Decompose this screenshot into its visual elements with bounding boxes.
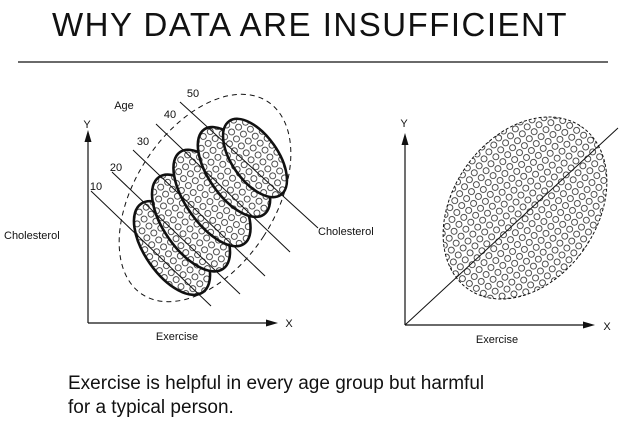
right-y-arrow xyxy=(401,133,409,145)
left-y-axis-label: Y xyxy=(83,119,91,131)
age-label: Age xyxy=(114,100,134,112)
right-x-label: Exercise xyxy=(476,334,518,346)
right-x-axis-label: X xyxy=(603,321,611,333)
caption: Exercise is helpful in every age group b… xyxy=(68,372,588,420)
trend-line-30 xyxy=(132,149,266,277)
age-tick-10: 10 xyxy=(90,181,102,193)
slide-title: WHY DATA ARE INSUFFICIENT xyxy=(51,6,569,43)
trend-line-50 xyxy=(179,101,319,229)
age-tick-20: 20 xyxy=(110,162,122,174)
left-chart: Y X Cholesterol Exercise xyxy=(4,88,319,343)
right-y-axis-label: Y xyxy=(400,118,408,130)
left-y-label: Cholesterol xyxy=(4,230,60,242)
population-outline xyxy=(118,93,292,303)
caption-line-2: for a typical person. xyxy=(68,397,234,418)
right-y-label: Cholesterol xyxy=(318,226,374,238)
trend-line-10 xyxy=(90,190,212,307)
population-cloud xyxy=(442,116,608,300)
age-group-30 xyxy=(172,148,252,248)
right-x-arrow xyxy=(583,321,595,329)
left-y-arrow xyxy=(84,130,92,142)
caption-line-1: Exercise is helpful in every age group b… xyxy=(68,373,485,394)
age-group-50 xyxy=(221,117,289,199)
trend-line-40 xyxy=(155,123,291,253)
left-x-axis-label: X xyxy=(285,318,293,330)
left-x-label: Exercise xyxy=(156,331,198,343)
trend-line-20 xyxy=(111,171,241,295)
age-tick-30: 30 xyxy=(137,136,149,148)
age-group-40 xyxy=(196,125,272,219)
age-tick-40: 40 xyxy=(164,109,176,121)
age-tick-50: 50 xyxy=(187,88,199,100)
overall-trend-line xyxy=(404,127,619,326)
left-x-arrow xyxy=(266,319,278,327)
right-chart: Y X Cholesterol Exercise xyxy=(318,116,619,346)
